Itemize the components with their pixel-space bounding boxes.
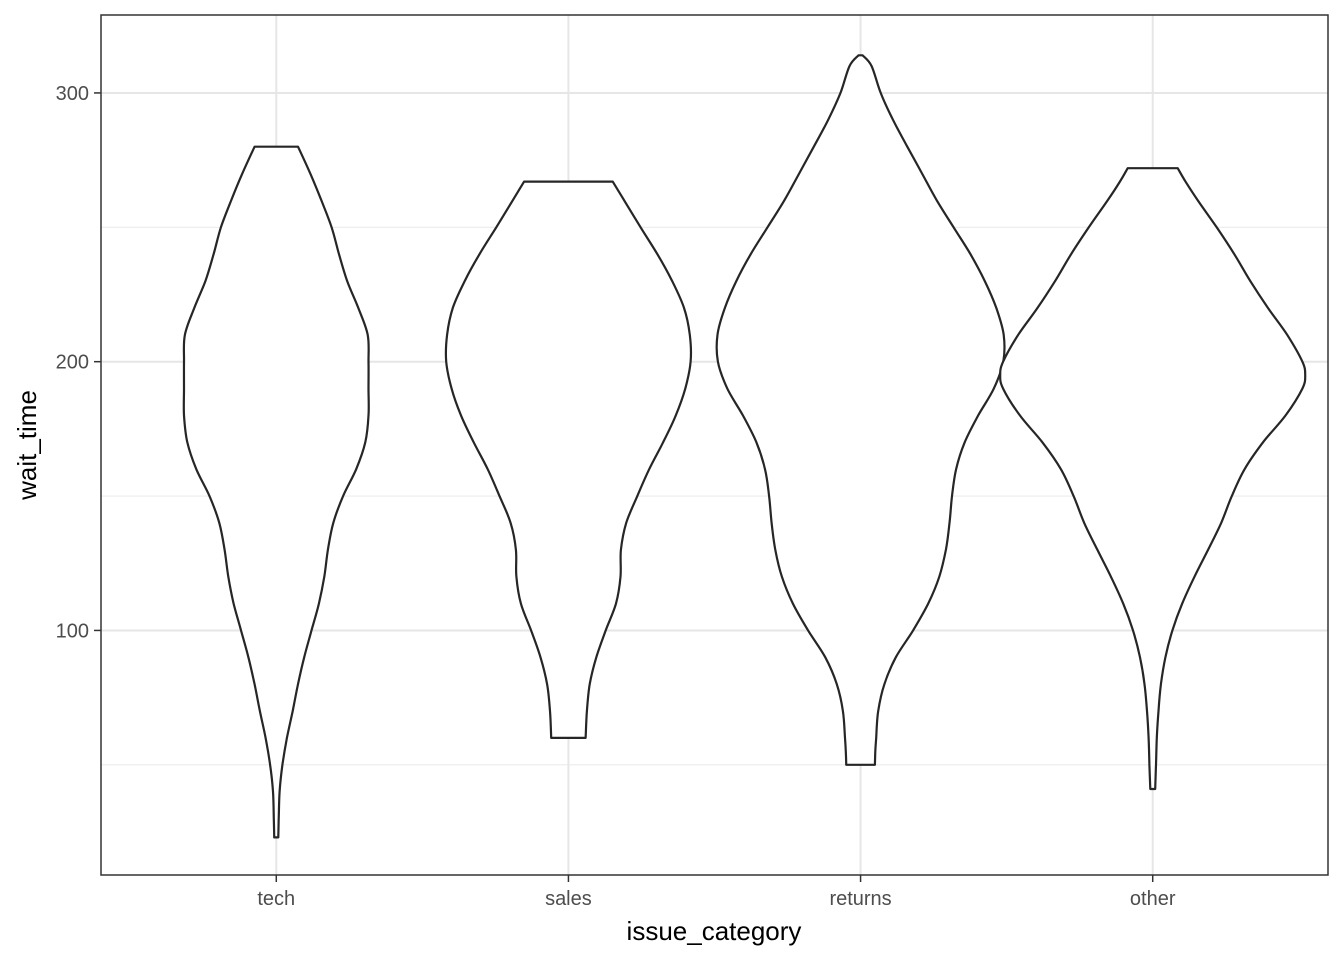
x-axis-title: issue_category <box>627 916 802 946</box>
y-axis-title: wait_time <box>12 390 42 501</box>
x-tick-label: tech <box>257 888 295 910</box>
violin-tech <box>182 145 370 839</box>
y-tick-label: 100 <box>56 620 89 642</box>
y-tick-label: 200 <box>56 352 89 374</box>
x-tick-label: other <box>1130 888 1176 910</box>
violin-returns <box>715 54 1006 766</box>
violins <box>182 54 1307 839</box>
x-tick-label: sales <box>545 888 592 910</box>
x-tick-label: returns <box>829 888 891 910</box>
violin-sales <box>444 180 693 739</box>
axis-ticks: 100 200 300 tech sales returns other <box>56 83 1176 910</box>
violin-other <box>999 167 1307 791</box>
plot-panel-border <box>100 14 1329 876</box>
y-tick-label: 300 <box>56 83 89 105</box>
